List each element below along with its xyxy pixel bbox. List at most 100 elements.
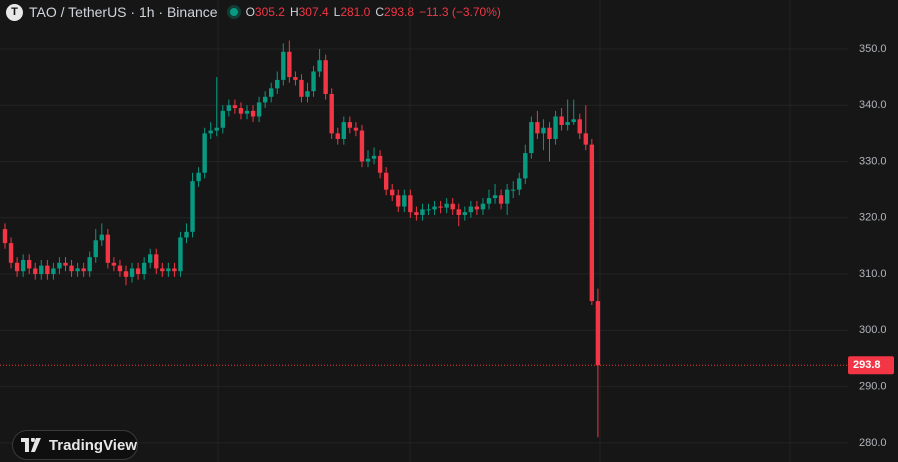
candle-body	[577, 119, 582, 134]
stat-value: 293.8	[384, 5, 415, 19]
candle-body	[87, 257, 92, 272]
candle-body	[220, 110, 225, 128]
candle-body	[377, 155, 383, 173]
candle-body	[456, 209, 461, 215]
y-tick-label: 340.0	[859, 99, 887, 111]
stat-value: 307.4	[298, 5, 329, 19]
candle-body	[371, 155, 377, 159]
candle-body	[293, 77, 298, 80]
y-tick-label: 300.0	[859, 324, 887, 336]
candle-body	[474, 206, 480, 210]
candle-body	[93, 240, 98, 258]
y-tick-label: 320.0	[859, 212, 887, 224]
symbol-logo: T	[6, 3, 23, 21]
candle-body	[529, 122, 534, 154]
candle-body	[408, 195, 413, 213]
candle-body	[275, 79, 280, 89]
status-dot	[229, 8, 238, 16]
candle-body	[402, 195, 407, 207]
stat-value: 305.2	[254, 5, 285, 19]
candle-body	[535, 122, 540, 134]
stat-label: L	[333, 5, 341, 19]
y-tick-label: 290.0	[859, 381, 887, 393]
candle-body	[583, 133, 588, 145]
candle-body	[63, 262, 68, 266]
candle-body	[299, 79, 304, 97]
candle-body	[2, 229, 8, 244]
candle-body	[480, 203, 486, 210]
candle-body	[117, 265, 123, 272]
candle-body	[196, 172, 201, 182]
candle-body	[238, 108, 244, 114]
candle-body	[492, 195, 498, 199]
candle-body	[390, 189, 395, 196]
watermark: TradingView	[12, 430, 138, 460]
y-tick-label: 280.0	[859, 437, 887, 449]
candle-body	[244, 110, 250, 114]
candle-body	[214, 127, 219, 131]
candle-body	[438, 206, 443, 208]
y-tick-label: 330.0	[859, 155, 887, 167]
candle-body	[571, 119, 576, 123]
candle-body	[553, 116, 558, 139]
candle-body	[14, 262, 20, 272]
candle-body	[559, 116, 564, 125]
stat-value: 281.0	[340, 5, 371, 19]
candle-body	[208, 130, 213, 134]
candle-body	[69, 265, 74, 272]
candle-body	[256, 102, 262, 117]
candle-body	[148, 254, 153, 263]
candle-body	[184, 231, 189, 238]
candle-body	[347, 122, 353, 128]
ohlc: O 305.2 H 307.4 L 281.0 C 293.8	[246, 5, 420, 19]
legend: T TAO / TetherUS · 1h · Binance O 305.2 H 3…	[6, 3, 506, 21]
candle-body	[105, 234, 111, 263]
stat-label: C	[375, 5, 385, 19]
candle-body	[269, 88, 274, 97]
candle-body	[305, 91, 310, 97]
candle-body	[232, 105, 238, 109]
candle-body	[486, 198, 492, 204]
candle-body	[426, 209, 431, 211]
candle-body	[589, 144, 595, 302]
candle-body	[20, 259, 26, 272]
candle-body	[353, 127, 359, 131]
candle-body	[141, 262, 147, 275]
candle-body	[81, 268, 86, 272]
candle-body	[45, 265, 50, 275]
candle-body	[190, 181, 195, 232]
candle-body	[287, 51, 292, 78]
candle-body	[547, 127, 552, 139]
candle-body	[57, 262, 62, 269]
candle-body	[365, 158, 371, 162]
y-tick-label: 350.0	[859, 43, 887, 55]
stat-label: H	[289, 5, 299, 19]
candle-body	[51, 268, 56, 275]
candle-body	[129, 268, 135, 277]
candle-body	[154, 254, 159, 269]
candle-body	[311, 71, 316, 92]
candle-body	[226, 105, 232, 111]
candle-body	[202, 133, 207, 173]
change: −11.3 (−3.70%)	[419, 5, 501, 19]
candle-body	[33, 268, 38, 275]
candle-body	[178, 237, 183, 272]
last-price-label: 293.8	[853, 359, 881, 371]
candle-body	[511, 189, 516, 191]
candle-body	[462, 212, 467, 215]
candle-body	[8, 243, 14, 263]
candle-body	[504, 189, 510, 204]
candle-body	[420, 209, 425, 215]
candle-body	[444, 203, 449, 208]
watermark-logo	[21, 438, 41, 452]
candle-body	[27, 259, 32, 269]
candle-body	[468, 206, 474, 213]
candle-body	[323, 60, 328, 94]
symbol: TAO / TetherUS · 1h · Binance	[29, 4, 218, 20]
watermark-text: TradingView	[48, 436, 137, 454]
y-tick-label: 310.0	[859, 268, 887, 280]
candle-body	[523, 153, 528, 179]
candle-body	[250, 110, 256, 117]
